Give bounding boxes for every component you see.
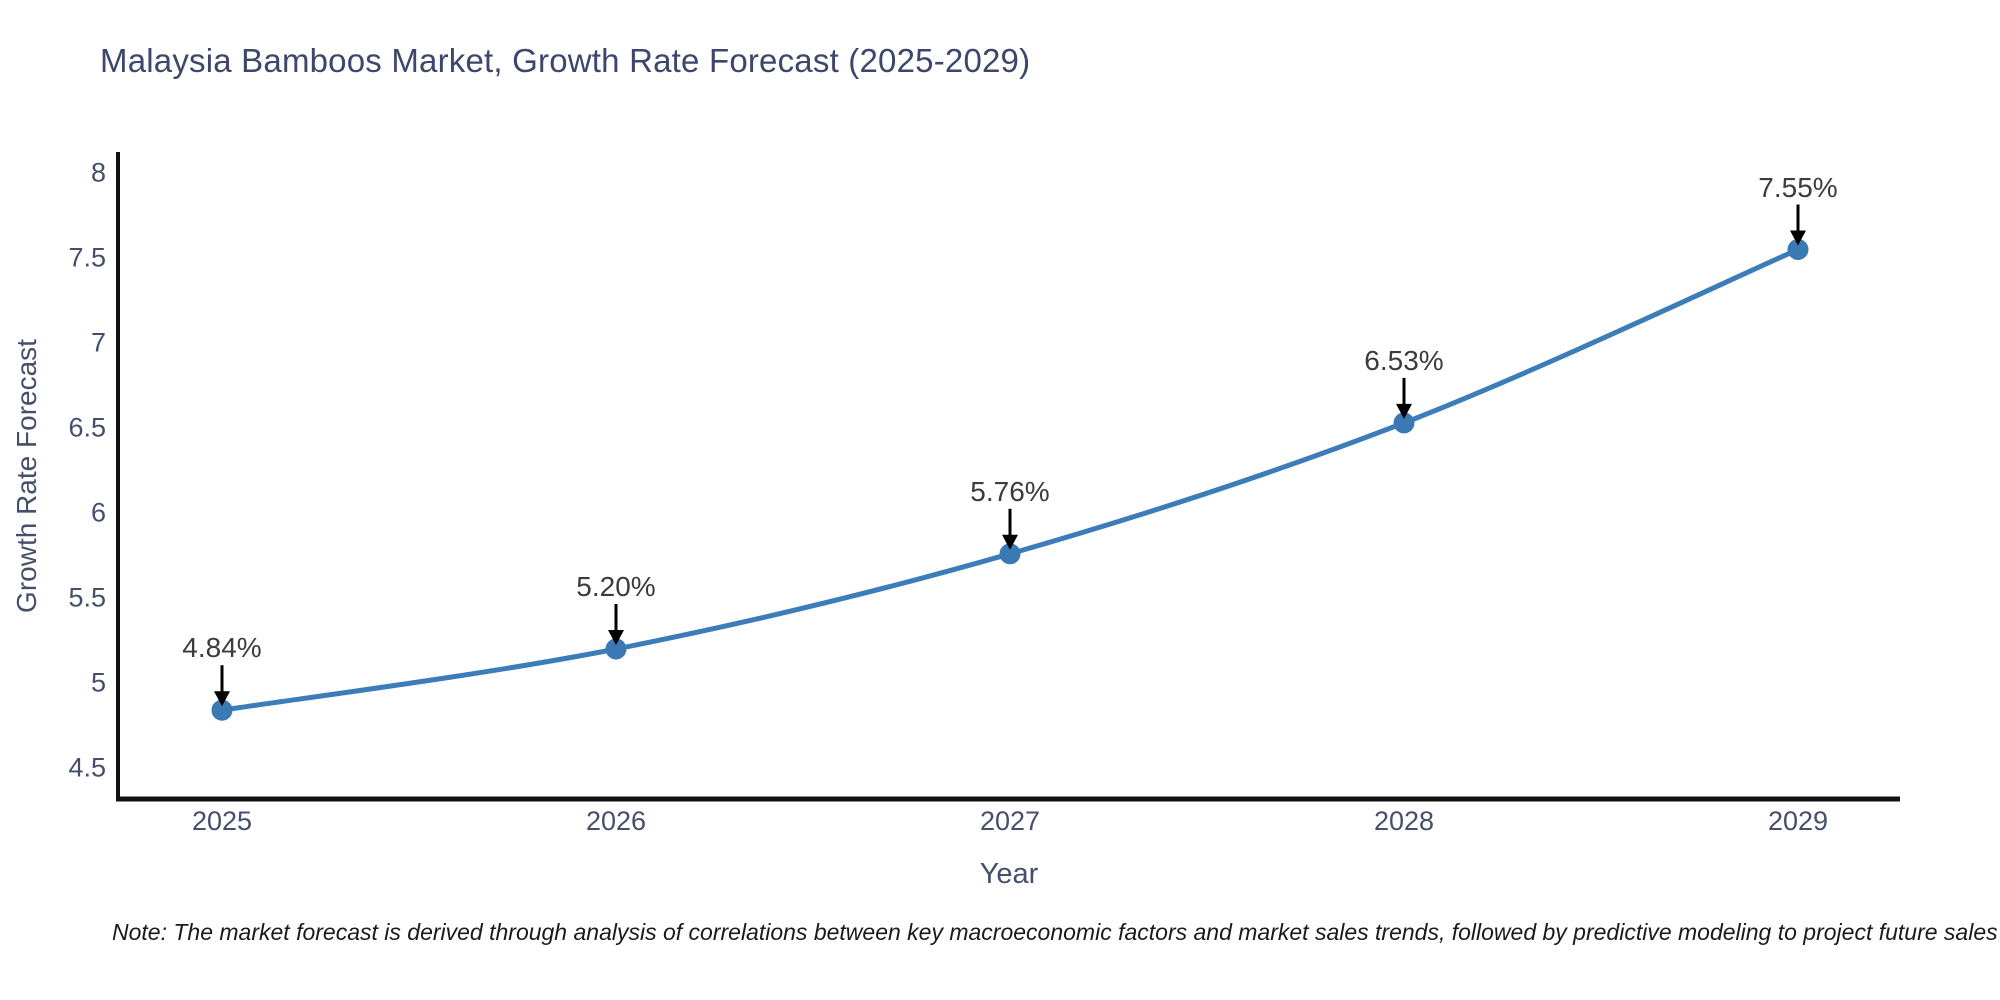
- annotation-arrows: [214, 204, 1806, 707]
- data-point-markers: [211, 239, 1809, 721]
- annotation-arrowhead: [1790, 230, 1806, 246]
- x-tick-label: 2029: [1767, 806, 1829, 836]
- footnote: Note: The market forecast is derived thr…: [112, 919, 1998, 945]
- y-tick-label: 6: [90, 497, 106, 528]
- x-tick-label: 2026: [585, 806, 647, 836]
- data-point-marker-2025[interactable]: [211, 699, 233, 721]
- x-tick-label: 2025: [191, 806, 253, 836]
- point-value-label: 5.76%: [970, 475, 1050, 507]
- data-point-marker-2028[interactable]: [1393, 412, 1415, 434]
- x-tick-label: 2028: [1373, 806, 1435, 836]
- y-tick-label: 7: [90, 327, 106, 358]
- data-point-marker-2026[interactable]: [605, 638, 627, 660]
- data-point-marker-2027[interactable]: [999, 543, 1021, 565]
- chart-title: Malaysia Bamboos Market, Growth Rate For…: [100, 42, 1031, 79]
- y-tick-label: 8: [90, 157, 106, 188]
- y-axis-title: Growth Rate Forecast: [11, 339, 42, 613]
- y-tick-label: 5: [90, 667, 106, 698]
- point-value-label: 5.20%: [576, 571, 656, 602]
- annotation-arrowhead: [214, 691, 230, 707]
- annotation-arrowhead: [608, 630, 624, 645]
- annotation-arrowhead: [1002, 534, 1018, 550]
- data-point-marker-2029[interactable]: [1787, 239, 1809, 260]
- y-tick-label: 6.5: [68, 412, 106, 443]
- point-value-label: 6.53%: [1364, 344, 1444, 376]
- point-value-label: 7.55%: [1758, 171, 1838, 203]
- annotation-arrowhead: [1396, 403, 1412, 419]
- x-axis-title: Year: [979, 858, 1039, 890]
- x-tick-label: 2027: [979, 806, 1041, 836]
- y-tick-label: 5.5: [68, 582, 106, 613]
- y-tick-label: 7.5: [68, 242, 106, 273]
- point-value-label: 4.84%: [182, 632, 262, 664]
- y-tick-label: 4.5: [68, 752, 106, 783]
